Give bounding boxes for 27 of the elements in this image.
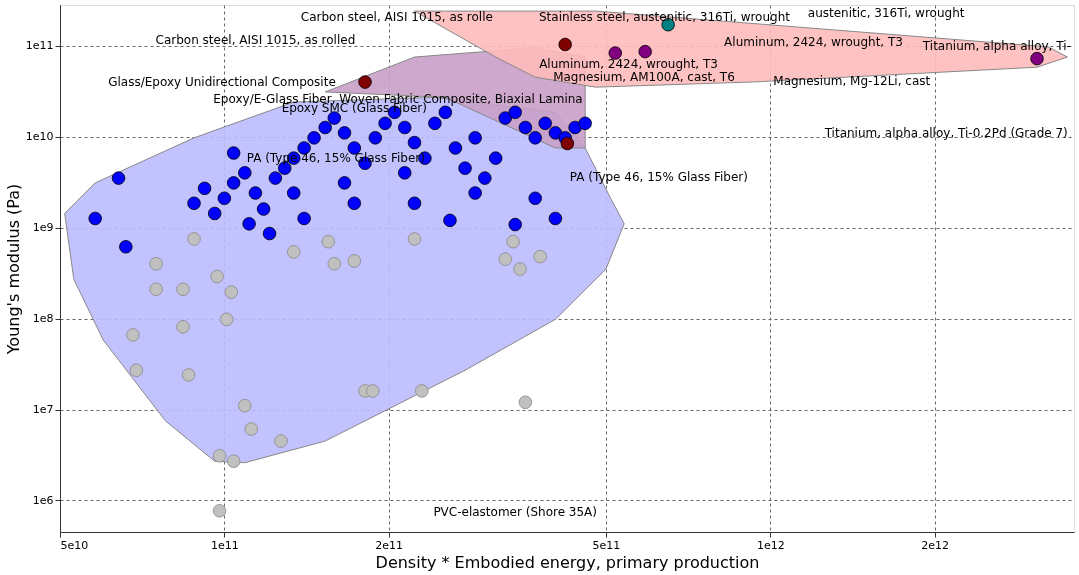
- x-tick-label: 2e12: [921, 538, 950, 552]
- y-tick-label: 1e10: [25, 130, 54, 144]
- annotation: Titanium, alpha alloy, Ti-: [921, 38, 1071, 53]
- x-axis-title: Density * Embodied energy, primary production: [375, 552, 760, 572]
- annotation: Stainless steel, austenitic, 316Ti, wrought: [538, 10, 791, 25]
- annotation: Titanium, alpha alloy, Ti-0.2Pd (Grade 7): [823, 125, 1068, 140]
- annotation: Magnesium, Mg-12Li, cast: [773, 73, 931, 88]
- y-tick-label: 1e6: [32, 493, 54, 507]
- annotation: Carbon steel, AISI 1015, as rolle: [300, 10, 493, 25]
- x-tick-label: 2e11: [375, 538, 404, 552]
- x-tick-label: 1e12: [756, 538, 785, 552]
- y-axis-title: Young's modulus (Pa): [3, 183, 23, 356]
- annotation: austenitic, 316Ti, wrought: [807, 5, 965, 20]
- annotation: PA (Type 46, 15% Glass Fiber): [569, 169, 748, 184]
- y-tick-label: 1e7: [32, 403, 54, 416]
- annotation: Glass/Epoxy Unidirectional Composite: [108, 74, 336, 89]
- annotation: Magnesium, AM100A, cast, T6: [553, 70, 735, 85]
- annotation: Aluminum, 2424, wrought, T3: [539, 56, 718, 71]
- y-tick-label: 1e8: [32, 312, 54, 326]
- x-tick-label: 5e10: [60, 538, 89, 552]
- x-tick-label: 5e11: [592, 538, 621, 552]
- x-tick-label: 1e11: [210, 538, 239, 552]
- annotation: Aluminum, 2424, wrought, T3: [724, 34, 903, 49]
- y-tick-label: 1e11: [25, 39, 54, 53]
- annotation: PVC-elastomer (Shore 35A): [433, 504, 598, 519]
- annotation: Carbon steel, AISI 1015, as rolled: [155, 33, 356, 48]
- y-tick-label: 1e9: [32, 221, 54, 235]
